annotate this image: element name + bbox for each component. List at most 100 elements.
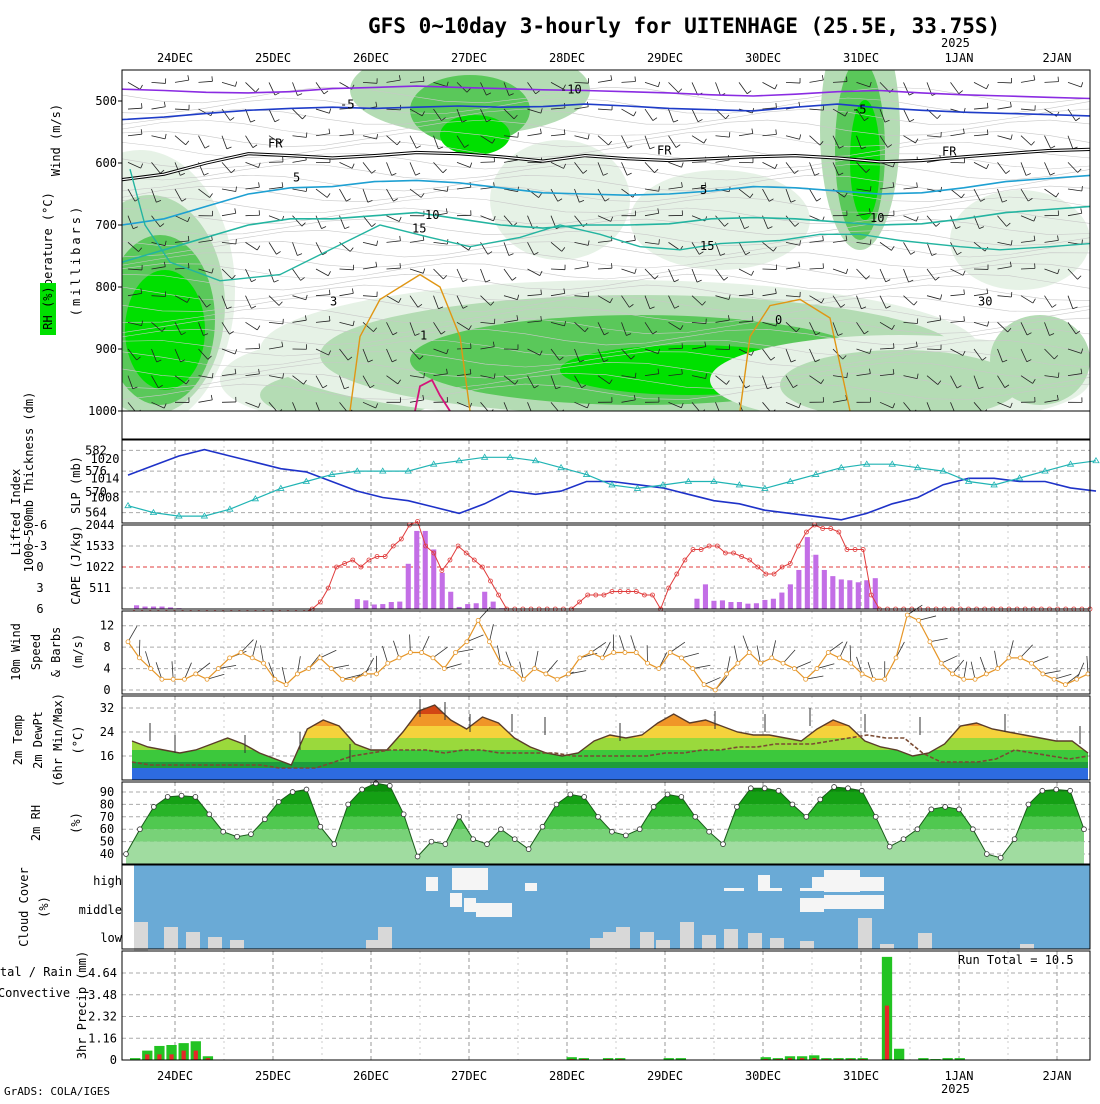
wind10-marker [544,672,548,676]
cloud-high-block [452,868,464,890]
cape-bar [796,570,801,609]
wind10-marker [397,656,401,660]
cape-bar [813,555,818,609]
wind10-marker [725,672,729,676]
credit-label: GrADS: COLA/IGES [4,1085,110,1098]
cloud-mid-block [848,895,860,909]
cloud-label: Cloud Cover [17,867,31,946]
cloud-mid-block [800,898,812,912]
wind10-marker [307,667,311,671]
rh2m-marker [1082,827,1087,832]
date-label-bottom: 27DEC [451,1069,487,1083]
date-label-top: 31DEC [843,51,879,65]
rh2m-marker [165,795,170,800]
rh2m-label: 2m RH [29,805,43,841]
rh2m-marker [235,834,240,839]
cape-bar [703,584,708,609]
rh2m-marker [943,804,948,809]
wind10-marker [871,677,875,681]
wind10-marker [996,667,1000,671]
wind10-marker [182,677,186,681]
rh2m-marker [971,827,976,832]
temp-band [122,768,1090,780]
rh-tick-label: 60 [100,822,114,836]
wind10-marker [600,656,604,660]
slp-label: SLP (mb) [69,456,83,514]
date-label-bottom: 29DEC [647,1069,683,1083]
rh-tick-label: 40 [100,847,114,861]
wind10-marker [702,683,706,687]
cape-bar [711,601,716,609]
cloud-high-block [800,888,812,891]
rh2m-marker [1054,787,1059,792]
cape-bar [754,603,759,609]
contour-label: 5 [700,183,707,197]
wind-barb-flag [423,76,424,81]
cloud-high-block [860,877,872,891]
contour-label: 15 [700,239,714,253]
cloud-high-block [824,870,836,892]
wind10-marker [487,640,491,644]
cape-bar [380,604,385,609]
cloud-low-block [230,940,244,949]
upper-ytick-label: 900 [95,342,117,356]
precip-conv-bar [194,1051,198,1060]
cape-bar [363,600,368,609]
date-label-top: 29DEC [647,51,683,65]
precip-tick-label: 3.48 [88,988,117,1002]
cloud-low-block [603,932,617,949]
cloud-level-high: high [93,874,122,888]
cape-bar [856,582,861,609]
cloud-low-block [208,937,222,949]
cape-bar [771,599,776,609]
wind10-marker [804,677,808,681]
wind10-marker [1063,683,1067,687]
cloud-high-block [724,888,744,891]
cape-bar [805,537,810,609]
wind-barb [246,348,260,349]
rh2m-marker [193,795,198,800]
wind10-marker [137,656,141,660]
rh2m-marker [610,829,615,834]
wind10-label-b: Speed [29,634,43,670]
rh-shade [950,190,1090,290]
wind-barb [1092,348,1100,349]
cape-tick-label: 511 [89,581,111,595]
wind10-marker [634,651,638,655]
wind10-marker [838,656,842,660]
rh2m-marker [485,842,490,847]
rh2m-marker [387,783,392,788]
rh2m-marker [915,827,920,832]
cloud-mid-block [488,903,500,917]
wind10-marker [849,661,853,665]
cloud-low-block [724,929,738,949]
upper-ytick-label: 1000 [88,404,117,418]
temp-tick-label: 24 [100,725,114,739]
rh2m-marker [873,814,878,819]
contour-label: 0 [775,313,782,327]
temp-unit: (°C) [71,726,85,755]
temp-label-c: (6hr Min/Max) [51,693,65,787]
wind10-marker [815,667,819,671]
date-label-top: 28DEC [549,51,585,65]
rh2m-marker [1026,802,1031,807]
wind10-marker [691,667,695,671]
li-label: Lifted Index [9,469,23,556]
wind-barb [481,162,495,163]
rh2m-marker [734,804,739,809]
wind10-marker [973,677,977,681]
precip-conv-bar [145,1054,149,1060]
wind10-marker [126,640,130,644]
rh2m-marker [721,842,726,847]
precip-tick-label: 4.64 [88,966,117,980]
rh2m-marker [762,786,767,791]
wind10-marker [521,677,525,681]
cape-bar [355,599,360,609]
cape-bar [465,604,470,609]
rh2m-marker [679,795,684,800]
wind10-marker [476,618,480,622]
temp-label-a: 2m Temp [11,715,25,766]
wind-barb [1092,82,1100,92]
wind10-marker [1086,672,1090,676]
